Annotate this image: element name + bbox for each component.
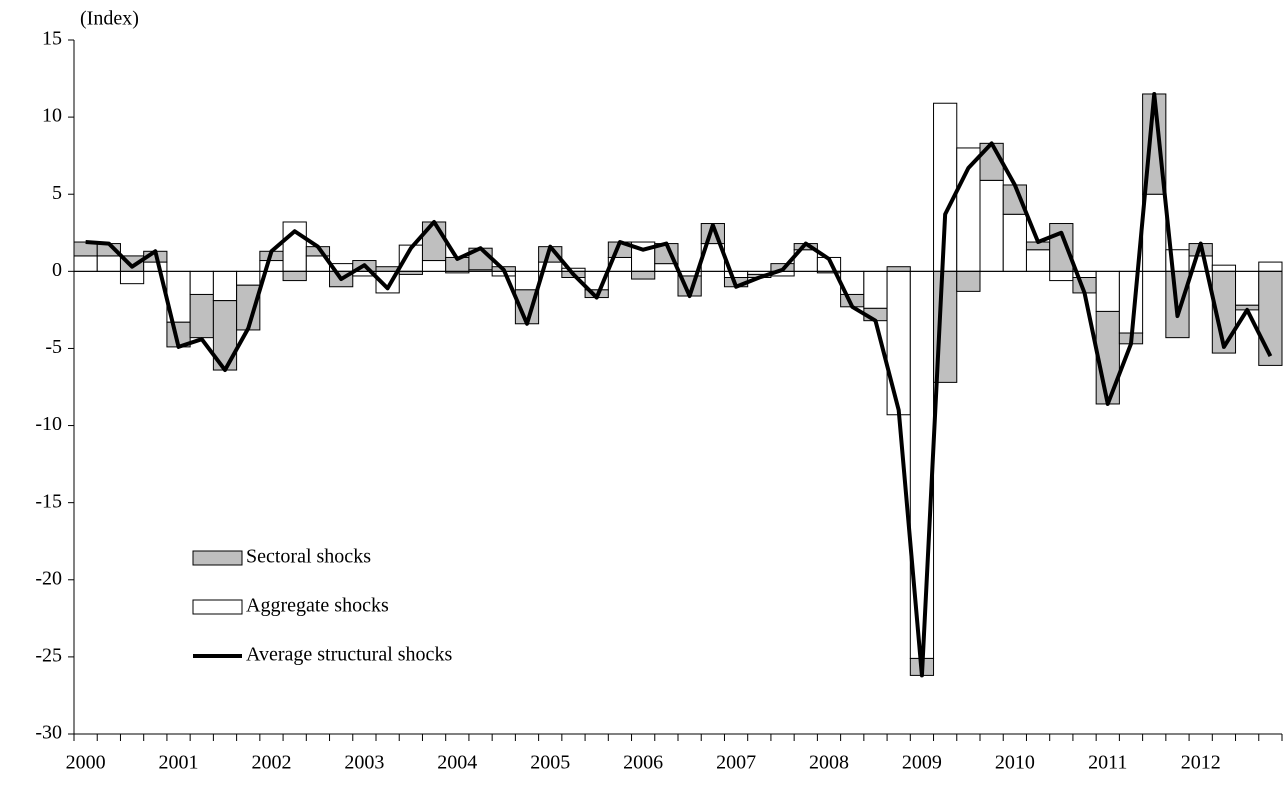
x-tick-label: 2000	[66, 752, 106, 774]
bar	[956, 270, 981, 292]
bar	[1002, 213, 1027, 272]
x-tick-label: 2010	[995, 752, 1035, 774]
bar	[421, 221, 447, 262]
bar	[421, 260, 447, 272]
y-tick-label: -20	[35, 567, 62, 589]
x-tick-label: 2002	[251, 752, 291, 774]
bar	[886, 270, 911, 416]
bar	[143, 261, 168, 272]
y-tick-label: -5	[45, 336, 62, 358]
bar	[189, 293, 214, 339]
bar	[236, 270, 261, 286]
bar	[514, 270, 540, 291]
legend-label: Sectoral shocks	[246, 546, 371, 568]
bar	[1049, 270, 1074, 282]
line	[85, 91, 1273, 678]
bar	[212, 270, 238, 302]
y-tick-label: 15	[42, 28, 62, 50]
x-tick-label: 2003	[344, 752, 384, 774]
legend-label: Average structural shocks	[246, 644, 452, 666]
legend-label: Aggregate shocks	[246, 595, 389, 617]
x-tick-label: 2005	[530, 752, 570, 774]
x-tick-label: 2009	[902, 752, 942, 774]
bar	[979, 179, 1004, 272]
bar	[282, 270, 307, 282]
bar	[1025, 249, 1051, 272]
x-tick-label: 2012	[1181, 752, 1221, 774]
bar	[1049, 223, 1074, 272]
y-tick-label: 5	[52, 182, 62, 204]
y-axis-label: (Index)	[80, 8, 139, 30]
bar	[1142, 193, 1167, 272]
bar	[189, 270, 214, 295]
y-tick-label: -30	[35, 722, 62, 744]
y-tick-label: -10	[35, 413, 62, 435]
bar	[631, 270, 656, 280]
bar	[73, 255, 98, 272]
bar	[1095, 270, 1120, 312]
y-tick-label: 0	[52, 259, 62, 281]
legend-swatch	[192, 599, 243, 615]
x-tick-label: 2011	[1088, 752, 1127, 774]
bar	[1258, 261, 1283, 272]
bar	[259, 260, 284, 272]
bar	[1258, 270, 1283, 366]
bar	[119, 270, 145, 285]
x-tick-label: 2008	[809, 752, 849, 774]
y-tick-label: -25	[35, 644, 62, 666]
y-tick-label: 10	[42, 105, 62, 127]
x-tick-label: 2004	[437, 752, 477, 774]
x-tick-label: 2006	[623, 752, 663, 774]
bar	[1211, 264, 1237, 272]
y-tick-label: -15	[35, 490, 62, 512]
bar	[723, 270, 749, 279]
x-tick-label: 2001	[159, 752, 199, 774]
bar	[96, 255, 121, 272]
x-tick-label: 2007	[716, 752, 756, 774]
bar	[886, 266, 911, 272]
legend-swatch	[192, 550, 243, 566]
bar	[1235, 270, 1260, 306]
bar	[863, 270, 888, 309]
